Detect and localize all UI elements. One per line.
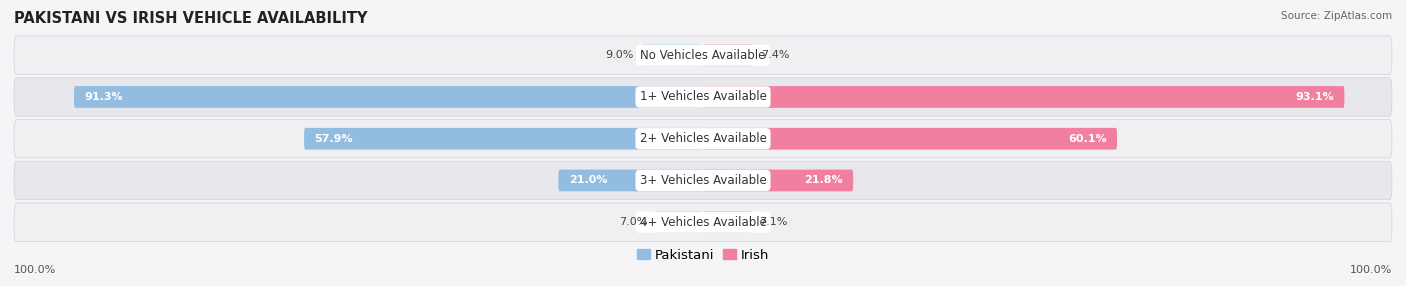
Text: 7.4%: 7.4% (761, 50, 789, 60)
Text: 100.0%: 100.0% (14, 265, 56, 275)
FancyBboxPatch shape (14, 120, 1392, 158)
FancyBboxPatch shape (641, 44, 703, 66)
Text: Source: ZipAtlas.com: Source: ZipAtlas.com (1281, 11, 1392, 21)
Text: 2+ Vehicles Available: 2+ Vehicles Available (640, 132, 766, 145)
Text: 3+ Vehicles Available: 3+ Vehicles Available (640, 174, 766, 187)
FancyBboxPatch shape (703, 211, 752, 233)
FancyBboxPatch shape (14, 36, 1392, 74)
FancyBboxPatch shape (304, 128, 703, 150)
FancyBboxPatch shape (14, 161, 1392, 200)
Text: 100.0%: 100.0% (1350, 265, 1392, 275)
Text: 7.1%: 7.1% (759, 217, 787, 227)
Text: PAKISTANI VS IRISH VEHICLE AVAILABILITY: PAKISTANI VS IRISH VEHICLE AVAILABILITY (14, 11, 367, 26)
Text: 7.0%: 7.0% (620, 217, 648, 227)
Text: 91.3%: 91.3% (84, 92, 122, 102)
Text: 1+ Vehicles Available: 1+ Vehicles Available (640, 90, 766, 104)
FancyBboxPatch shape (703, 170, 853, 191)
FancyBboxPatch shape (14, 78, 1392, 116)
Text: No Vehicles Available: No Vehicles Available (640, 49, 766, 62)
FancyBboxPatch shape (703, 128, 1116, 150)
FancyBboxPatch shape (703, 86, 1344, 108)
FancyBboxPatch shape (14, 203, 1392, 241)
FancyBboxPatch shape (655, 211, 703, 233)
FancyBboxPatch shape (703, 44, 754, 66)
Text: 57.9%: 57.9% (315, 134, 353, 144)
Text: 9.0%: 9.0% (606, 50, 634, 60)
Text: 93.1%: 93.1% (1295, 92, 1334, 102)
Legend: Pakistani, Irish: Pakistani, Irish (637, 249, 769, 262)
Text: 21.0%: 21.0% (568, 176, 607, 185)
FancyBboxPatch shape (558, 170, 703, 191)
FancyBboxPatch shape (75, 86, 703, 108)
Text: 21.8%: 21.8% (804, 176, 842, 185)
Text: 4+ Vehicles Available: 4+ Vehicles Available (640, 216, 766, 229)
Text: 60.1%: 60.1% (1069, 134, 1107, 144)
